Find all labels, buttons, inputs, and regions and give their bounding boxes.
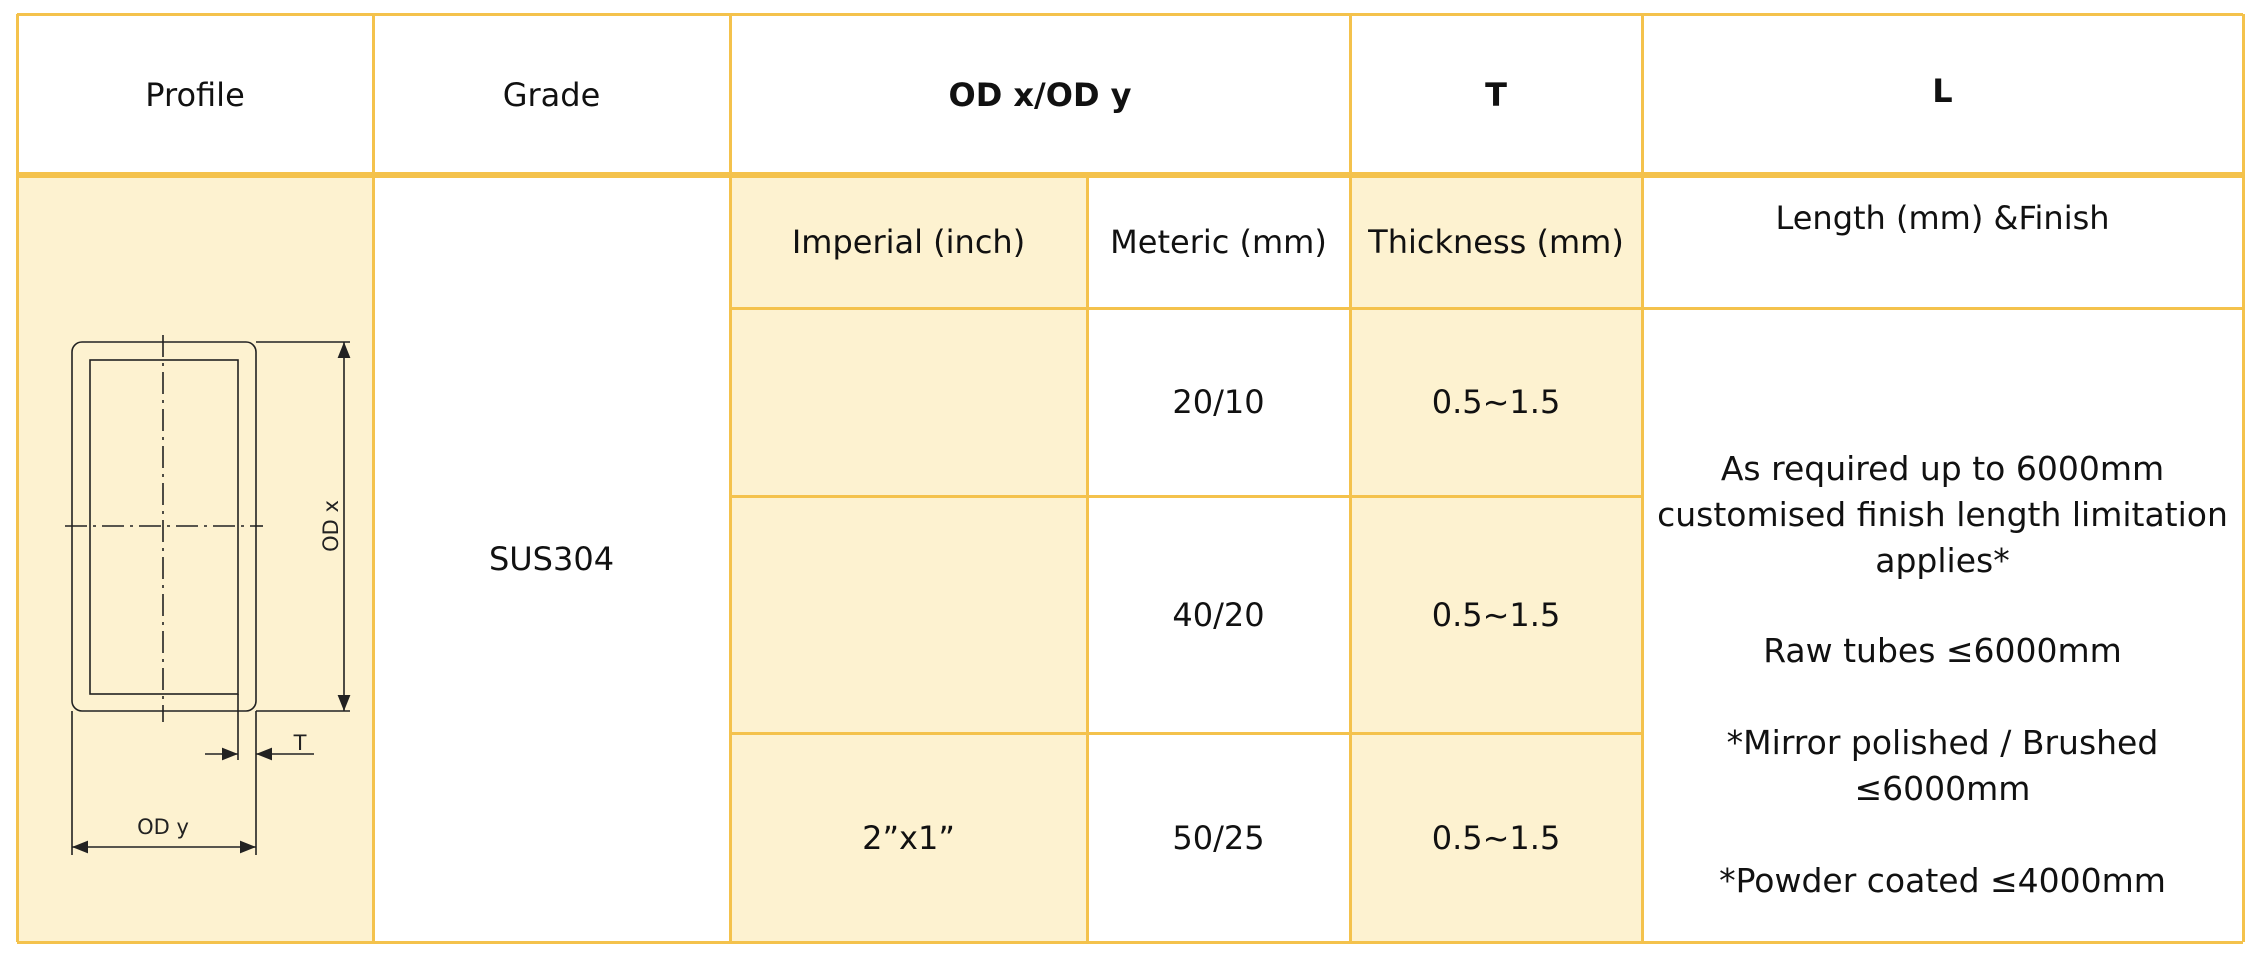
subheader-cell: Imperial (inch): [730, 175, 1087, 308]
border: [729, 14, 732, 942]
header-cell: Grade: [502, 75, 601, 114]
imperial-cell: [730, 496, 1087, 733]
border: [1641, 14, 1644, 942]
length-cell: As required up to 6000mm customised fini…: [1642, 308, 2243, 942]
metric-cell: 20/10: [1172, 383, 1265, 421]
length-note: As required up to 6000mm customised fini…: [1657, 449, 2228, 580]
border: [16, 14, 19, 942]
header-cell: OD x/OD y: [948, 75, 1132, 114]
border: [730, 307, 2243, 310]
border: [730, 495, 1642, 498]
inner-wall: [89, 359, 239, 695]
subheader-cell: Thickness (mm): [1350, 175, 1642, 308]
border: [17, 13, 2243, 16]
border: [372, 14, 375, 942]
length-note: *Mirror polished / Brushed ≤6000mm: [1726, 723, 2159, 808]
imperial-cell: 2”x1”: [730, 733, 1087, 942]
length-note: *Powder coated ≤4000mm: [1719, 861, 2166, 900]
thickness-cell: 0.5~1.5: [1350, 496, 1642, 733]
border: [730, 732, 1642, 735]
profile-cell: [17, 175, 373, 942]
od-y-label: OD y: [137, 815, 189, 839]
t-label: T: [293, 731, 307, 755]
grade-cell: SUS304: [488, 539, 615, 578]
subheader-cell: Meteric (mm): [1110, 222, 1327, 261]
od-x-label: OD x: [319, 500, 343, 552]
border: [1349, 14, 1352, 942]
thickness-cell: 0.5~1.5: [1350, 308, 1642, 496]
subheader-cell: Length (mm) &Finish: [1775, 199, 2110, 237]
imperial-cell: [730, 308, 1087, 496]
border: [1086, 175, 1089, 942]
metric-cell: 50/25: [1172, 818, 1265, 857]
metric-cell: 40/20: [1172, 595, 1265, 634]
thickness-cell: 0.5~1.5: [1350, 733, 1642, 942]
header-cell: Profile: [145, 75, 245, 114]
border: [2242, 14, 2245, 942]
header-cell: L: [1932, 72, 1953, 110]
border: [17, 172, 2243, 178]
border: [17, 941, 2243, 944]
header-cell: T: [1485, 75, 1507, 114]
length-note: Raw tubes ≤6000mm: [1763, 631, 2122, 670]
